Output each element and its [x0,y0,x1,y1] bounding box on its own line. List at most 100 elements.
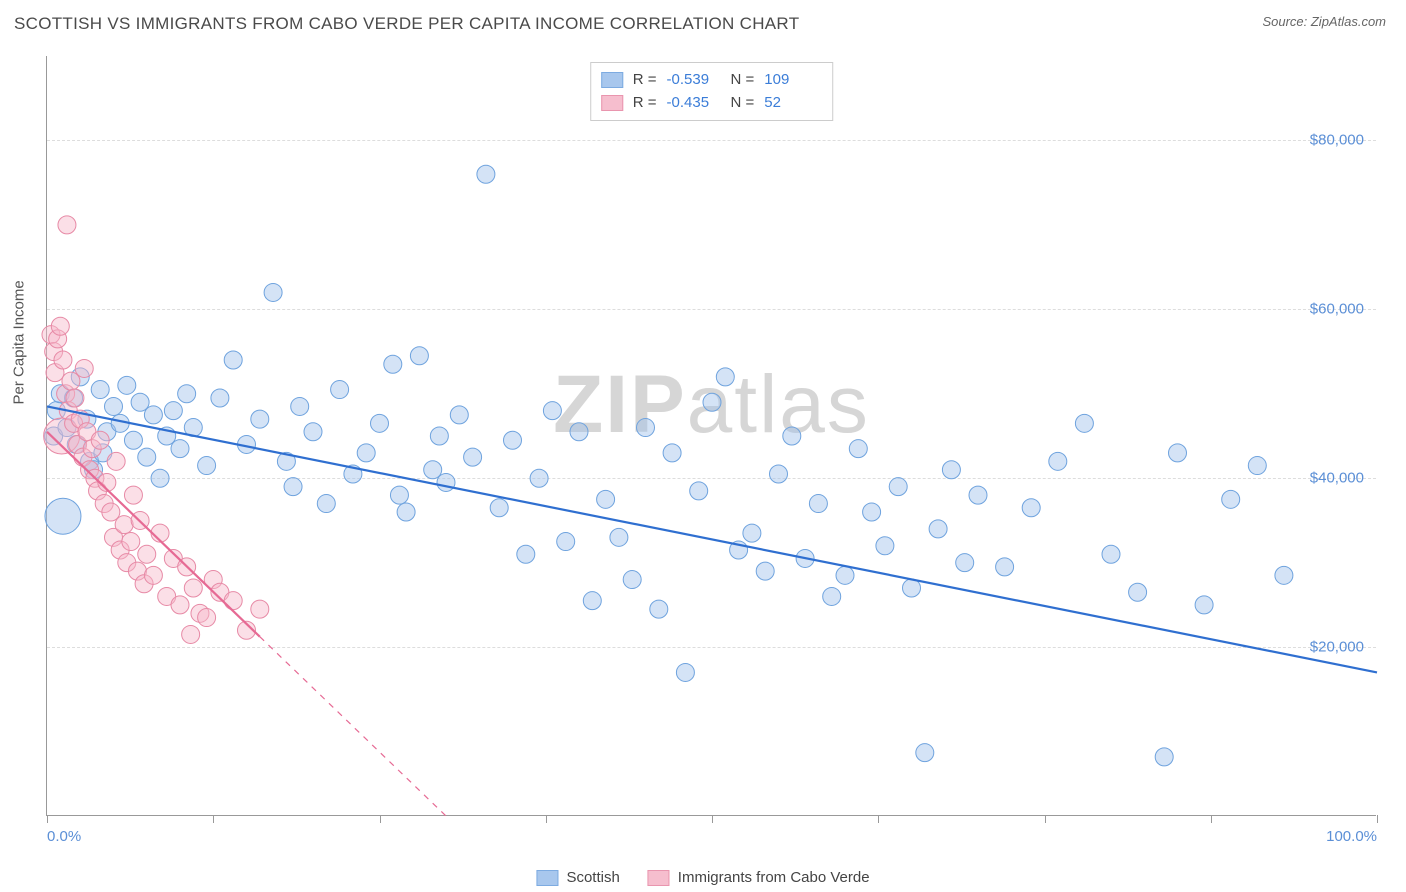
data-point [1155,748,1173,766]
data-point [384,355,402,373]
legend-item-scottish: Scottish [536,869,619,886]
data-point [211,389,229,407]
data-point [138,545,156,563]
n-value-0: 109 [764,69,818,92]
legend-item-cabo-verde: Immigrants from Cabo Verde [648,869,870,886]
data-point [690,482,708,500]
data-point [583,592,601,610]
x-tick [546,815,547,823]
legend-row-series-0: R = -0.539 N = 109 [601,69,819,92]
data-point [996,558,1014,576]
data-point [224,592,242,610]
data-point [304,423,322,441]
data-point [124,431,142,449]
data-point [663,444,681,462]
data-point [264,283,282,301]
data-point [637,419,655,437]
data-point [876,537,894,555]
data-point [543,402,561,420]
data-point [198,457,216,475]
x-tick [213,815,214,823]
data-point [823,587,841,605]
data-point [1049,452,1067,470]
data-point [198,609,216,627]
data-point [863,503,881,521]
data-point [703,393,721,411]
data-point [291,397,309,415]
data-point [54,351,72,369]
data-point [956,554,974,572]
data-point [1169,444,1187,462]
data-point [284,478,302,496]
data-point [1075,414,1093,432]
data-point [178,385,196,403]
data-point [105,397,123,415]
data-point [251,600,269,618]
data-point [1275,566,1293,584]
data-point [530,469,548,487]
data-point [1102,545,1120,563]
data-point [251,410,269,428]
data-point [610,528,628,546]
data-point [623,571,641,589]
source-attribution: Source: ZipAtlas.com [1262,14,1386,29]
x-tick [1377,815,1378,823]
data-point [144,406,162,424]
swatch-icon [536,870,558,886]
x-tick-label: 0.0% [47,828,81,845]
data-point [1222,490,1240,508]
data-point [118,376,136,394]
data-point [184,579,202,597]
data-point [1195,596,1213,614]
data-point [504,431,522,449]
data-point [1022,499,1040,517]
data-point [809,495,827,513]
data-point [45,498,81,534]
data-point [171,596,189,614]
data-point [371,414,389,432]
x-tick-label: 100.0% [1326,828,1377,845]
data-point [144,566,162,584]
x-tick [380,815,381,823]
data-point [91,431,109,449]
data-point [597,490,615,508]
series-legend: Scottish Immigrants from Cabo Verde [536,869,869,886]
data-point [929,520,947,538]
data-point [490,499,508,517]
legend-row-series-1: R = -0.435 N = 52 [601,92,819,115]
data-point [450,406,468,424]
data-point [151,469,169,487]
data-point [164,402,182,420]
data-point [570,423,588,441]
data-point [171,440,189,458]
data-point [464,448,482,466]
correlation-legend: R = -0.539 N = 109 R = -0.435 N = 52 [590,62,834,121]
r-value-0: -0.539 [667,69,721,92]
legend-label: Immigrants from Cabo Verde [678,869,870,886]
data-point [331,381,349,399]
x-tick [712,815,713,823]
y-axis-label: Per Capita Income [11,280,28,404]
data-point [430,427,448,445]
data-point [397,503,415,521]
data-point [224,351,242,369]
data-point [124,486,142,504]
data-point [390,486,408,504]
data-point [517,545,535,563]
data-point [107,452,125,470]
data-point [357,444,375,462]
data-point [317,495,335,513]
trend-line-extrapolated [260,637,446,816]
data-point [716,368,734,386]
data-point [756,562,774,580]
data-point [91,381,109,399]
data-point [889,478,907,496]
data-point [122,533,140,551]
data-point [849,440,867,458]
data-point [676,663,694,681]
data-point [557,533,575,551]
data-point [836,566,854,584]
x-tick [47,815,48,823]
data-point [182,625,200,643]
chart-plot-area: ZIPatlas Per Capita Income $20,000$40,00… [46,56,1376,816]
